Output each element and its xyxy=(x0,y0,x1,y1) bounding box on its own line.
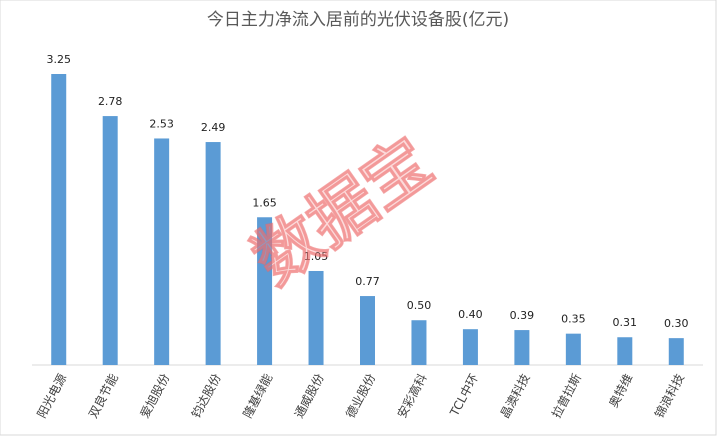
value-label: 2.49 xyxy=(201,121,226,134)
value-label: 0.39 xyxy=(510,309,535,322)
bar xyxy=(308,270,324,365)
value-label: 0.40 xyxy=(458,308,483,321)
chart-title: 今日主力净流入居前的光伏设备股(亿元) xyxy=(207,10,509,30)
value-label: 0.77 xyxy=(355,275,380,288)
value-label: 2.78 xyxy=(98,95,123,108)
bar xyxy=(411,320,427,365)
value-label: 1.65 xyxy=(252,196,277,209)
bar xyxy=(617,337,633,365)
bar xyxy=(462,329,478,365)
bar xyxy=(565,333,581,365)
bar xyxy=(205,142,221,365)
bar xyxy=(51,74,67,365)
value-label: 0.31 xyxy=(613,316,638,329)
value-label: 0.30 xyxy=(664,317,689,330)
bar xyxy=(154,138,170,365)
value-label: 0.50 xyxy=(407,299,432,312)
bar xyxy=(102,116,118,366)
value-label: 1.05 xyxy=(304,250,329,263)
value-label: 3.25 xyxy=(46,53,71,66)
bar xyxy=(514,330,530,365)
bar xyxy=(257,217,273,365)
value-label: 0.35 xyxy=(561,313,586,326)
bar xyxy=(668,338,684,365)
value-label: 2.53 xyxy=(149,117,174,130)
bar xyxy=(360,296,375,365)
